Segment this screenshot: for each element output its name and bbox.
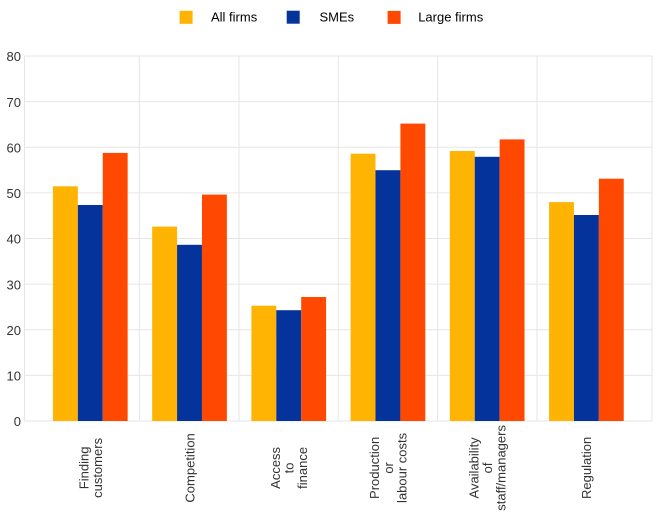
svg-text:Regulation: Regulation [579, 437, 594, 499]
svg-text:to: to [282, 462, 297, 473]
svg-text:60: 60 [7, 140, 21, 155]
svg-text:10: 10 [7, 369, 21, 384]
svg-text:Large firms: Large firms [418, 10, 484, 25]
svg-text:labour costs: labour costs [394, 432, 409, 503]
svg-text:Availability: Availability [466, 437, 481, 499]
svg-text:50: 50 [7, 186, 21, 201]
svg-text:Competition: Competition [182, 433, 197, 502]
svg-text:finance: finance [295, 447, 310, 489]
svg-text:All firms: All firms [211, 10, 258, 25]
svg-text:of: of [480, 462, 495, 473]
svg-text:or: or [381, 461, 396, 473]
svg-text:Finding: Finding [76, 447, 91, 490]
svg-text:Production: Production [367, 437, 382, 499]
svg-text:30: 30 [7, 277, 21, 292]
svg-text:20: 20 [7, 323, 21, 338]
svg-text:staff/managers: staff/managers [494, 425, 509, 511]
svg-text:SMEs: SMEs [320, 10, 355, 25]
svg-text:40: 40 [7, 232, 21, 247]
svg-text:Access: Access [268, 446, 283, 488]
svg-text:70: 70 [7, 95, 21, 110]
svg-text:customers: customers [90, 437, 105, 497]
svg-text:0: 0 [14, 414, 21, 429]
svg-text:80: 80 [7, 49, 21, 64]
